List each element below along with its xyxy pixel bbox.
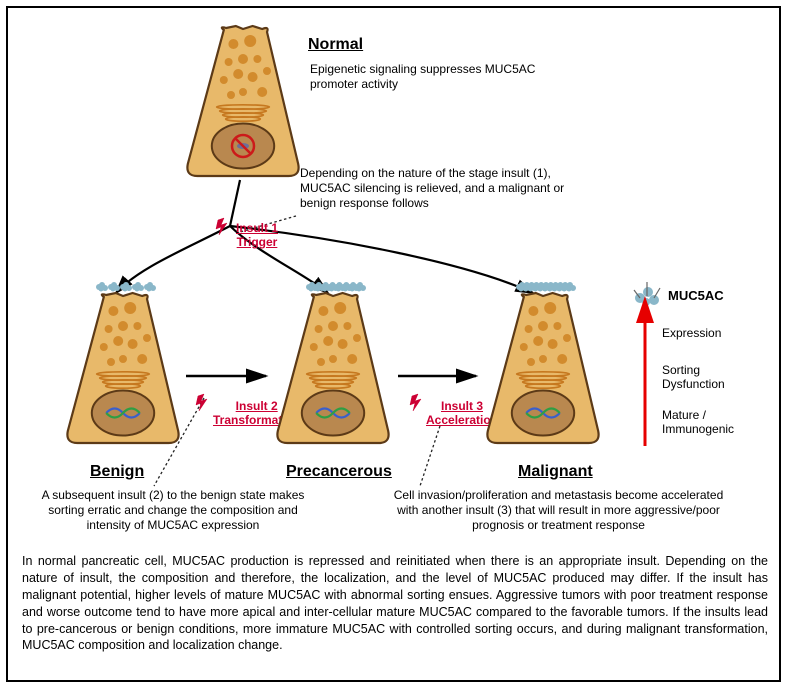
insult1-line2: Trigger — [237, 235, 278, 249]
legend-sorting-text: Sorting Dysfunction — [662, 363, 725, 391]
muc-legend-title: MUC5AC — [668, 288, 724, 303]
insult1-line1: Insult 1 — [236, 221, 278, 235]
insult1-label: Insult 1 Trigger — [236, 222, 278, 250]
legend-mature-text: Mature / Immunogenic — [662, 408, 734, 436]
benign-desc: A subsequent insult (2) to the benign st… — [28, 488, 318, 533]
cell-benign — [63, 279, 183, 447]
cell-malignant — [483, 279, 603, 447]
malignant-desc: Cell invasion/proliferation and metastas… — [386, 488, 731, 533]
stage-title-benign: Benign — [90, 463, 144, 481]
muc-icon — [630, 280, 664, 310]
muc-red-arrow — [636, 308, 654, 453]
summary-paragraph: In normal pancreatic cell, MUC5AC produc… — [22, 553, 768, 654]
stage-title-malignant: Malignant — [518, 463, 593, 481]
insult2-line1: Insult 2 — [236, 399, 278, 413]
cell-precancer — [273, 279, 393, 447]
legend-mature: Mature / Immunogenic — [662, 408, 734, 437]
figure-frame: Normal Epigenetic signaling suppresses M… — [6, 6, 781, 682]
legend-expression: Expression — [662, 326, 721, 340]
insult3-line1: Insult 3 — [441, 399, 483, 413]
legend-sorting: Sorting Dysfunction — [662, 363, 725, 392]
stage-title-precancer: Precancerous — [286, 463, 392, 481]
